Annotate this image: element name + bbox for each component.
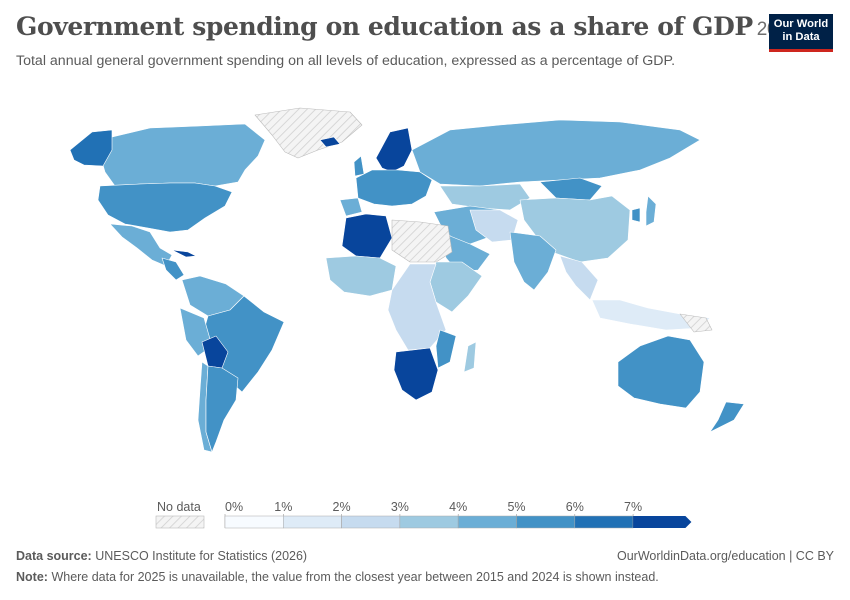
country-papua-new-guinea[interactable] xyxy=(679,313,713,333)
legend-swatch xyxy=(516,515,576,529)
country-alaska[interactable] xyxy=(69,129,113,167)
world-map xyxy=(69,107,745,453)
country-iceland[interactable] xyxy=(319,136,341,148)
legend-swatch xyxy=(574,515,634,529)
country-mongolia[interactable] xyxy=(539,177,603,201)
country-mozambique[interactable] xyxy=(435,329,457,369)
country-uk[interactable] xyxy=(353,155,365,177)
source-label: Data source: xyxy=(16,549,92,563)
legend-tick-label: 1% xyxy=(274,500,292,514)
region-iberia[interactable] xyxy=(339,197,363,217)
region-scandinavia[interactable] xyxy=(375,127,413,173)
footer-note: Note: Where data for 2025 is unavailable… xyxy=(16,570,659,584)
legend-swatch xyxy=(457,515,517,529)
region-west-africa[interactable] xyxy=(325,255,397,297)
country-india[interactable] xyxy=(509,231,557,291)
region-central-america[interactable] xyxy=(161,257,185,281)
region-southern-africa[interactable] xyxy=(393,347,439,401)
region-central-africa[interactable] xyxy=(387,263,447,351)
legend-no-data-label: No data xyxy=(157,500,201,514)
region-southeast-asia[interactable] xyxy=(559,255,599,301)
legend-swatch xyxy=(224,515,284,529)
region-sahara-nodata[interactable] xyxy=(391,219,453,263)
country-japan[interactable] xyxy=(645,195,657,227)
country-madagascar[interactable] xyxy=(463,341,477,373)
country-canada[interactable] xyxy=(99,123,266,187)
title-text: Government spending on education as a sh… xyxy=(16,12,753,41)
legend: No data 0% 1% 2% 3% 4% 5% 6% 7% xyxy=(150,496,710,536)
owid-logo[interactable]: Our World in Data xyxy=(769,14,833,52)
country-australia[interactable] xyxy=(617,335,705,409)
country-new-zealand[interactable] xyxy=(709,401,745,433)
note-text: Where data for 2025 is unavailable, the … xyxy=(51,570,659,584)
logo-line-2: in Data xyxy=(782,31,820,43)
country-korea[interactable] xyxy=(631,207,641,223)
legend-swatch-open-end xyxy=(633,516,692,528)
country-morocco-algeria[interactable] xyxy=(341,213,393,259)
country-russia[interactable] xyxy=(411,119,701,187)
legend-no-data-swatch xyxy=(155,515,205,529)
legend-tick-label: 6% xyxy=(566,500,584,514)
chart-subtitle: Total annual general government spending… xyxy=(16,53,676,69)
country-argentina[interactable] xyxy=(205,365,239,453)
chart-title: Government spending on education as a sh… xyxy=(16,12,798,41)
country-usa[interactable] xyxy=(97,182,233,233)
legend-scale: No data 0% 1% 2% 3% 4% 5% 6% 7% xyxy=(155,500,692,529)
logo-line-1: Our World xyxy=(773,18,829,30)
footer-source: Data source: UNESCO Institute for Statis… xyxy=(16,549,307,563)
legend-swatch xyxy=(399,515,459,529)
region-europe[interactable] xyxy=(355,169,433,207)
country-cuba[interactable] xyxy=(171,249,197,258)
legend-tick-label: 3% xyxy=(391,500,409,514)
legend-tick-label: 5% xyxy=(507,500,525,514)
legend-swatch xyxy=(341,515,401,529)
footer-link[interactable]: OurWorldinData.org/education | CC BY xyxy=(616,549,834,563)
legend-swatch xyxy=(283,515,342,529)
note-label: Note: xyxy=(16,570,48,584)
country-kazakhstan[interactable] xyxy=(439,183,531,211)
legend-tick-label: 2% xyxy=(333,500,351,514)
source-text[interactable]: UNESCO Institute for Statistics (2026) xyxy=(95,549,308,563)
country-bolivia[interactable] xyxy=(201,335,229,369)
country-greenland[interactable] xyxy=(254,107,363,159)
legend-tick-label: 7% xyxy=(624,500,642,514)
legend-bins: 0% 1% 2% 3% 4% 5% 6% 7% xyxy=(224,500,692,529)
legend-tick-label: 0% xyxy=(225,500,243,514)
legend-tick-label: 4% xyxy=(449,500,467,514)
